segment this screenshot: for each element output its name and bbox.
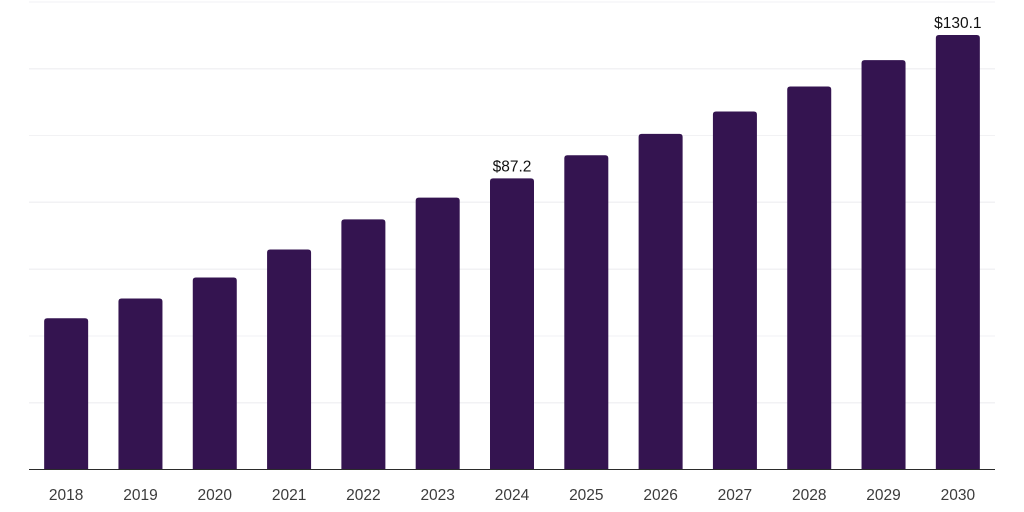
x-tick-label-2020: 2020 [198, 487, 233, 504]
x-tick-label-2029: 2029 [866, 487, 900, 504]
bar-2023 [415, 197, 460, 470]
x-tick-label-2024: 2024 [495, 487, 530, 504]
bar-2022 [341, 219, 386, 470]
x-tick-label-2028: 2028 [792, 487, 826, 504]
bar-2028 [787, 86, 832, 470]
x-tick-label-2027: 2027 [718, 487, 752, 504]
x-tick-label-2025: 2025 [569, 487, 603, 504]
bar-2020 [192, 277, 237, 470]
bar-2018 [44, 318, 89, 470]
x-tick-label-2021: 2021 [272, 487, 306, 504]
x-tick-label-2023: 2023 [420, 487, 454, 504]
bar-2025 [564, 155, 609, 470]
bar-2029 [861, 60, 906, 470]
value-label-2030: $130.1 [934, 15, 981, 32]
x-tick-label-2030: 2030 [941, 487, 976, 504]
bar-2019 [118, 298, 163, 470]
bar-2026 [638, 133, 683, 470]
value-label-2024: $87.2 [493, 158, 532, 175]
bar-2027 [712, 111, 757, 470]
x-tick-label-2018: 2018 [49, 487, 83, 504]
bar-2024 [490, 178, 534, 470]
bar-2030 [935, 35, 980, 470]
x-tick-label-2019: 2019 [123, 487, 157, 504]
bar-2021 [267, 249, 312, 470]
x-tick-label-2022: 2022 [346, 487, 380, 504]
x-tick-label-2026: 2026 [643, 487, 677, 504]
